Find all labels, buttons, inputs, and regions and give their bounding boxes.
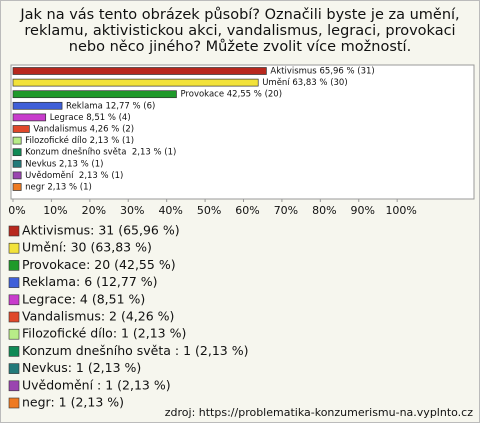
x-tick-label: 90%	[351, 204, 375, 217]
legend-swatch	[8, 225, 20, 237]
bar	[12, 171, 22, 180]
value-label: Uvědomění 2,13 % (1)	[25, 171, 123, 181]
chart-title: Jak na vás tento obrázek působí? Označil…	[20, 7, 460, 55]
legend-swatch	[8, 260, 20, 271]
value-label: Provokace 42,55 % (20)	[180, 90, 282, 100]
value-label: Konzum dnešního světa 2,13 % (1)	[25, 147, 176, 158]
legend-label: Aktivismus: 31 (65,96 %)	[22, 223, 180, 238]
legend-label: Umění: 30 (63,83 %)	[22, 240, 152, 255]
legend-swatch	[8, 328, 20, 340]
bar	[12, 125, 30, 133]
value-label: negr 2,13 % (1)	[25, 183, 92, 193]
legend-swatch	[8, 380, 20, 392]
bar	[12, 159, 22, 168]
x-tick-label: 30%	[120, 204, 144, 217]
legend-label: Uvědomění : 1 (2,13 %)	[22, 377, 171, 392]
x-tick-label: 70%	[274, 204, 298, 217]
legend-label: Reklama: 6 (12,77 %)	[22, 274, 158, 289]
bar	[12, 136, 22, 145]
bar	[12, 101, 63, 110]
x-tick-label: 50%	[197, 204, 221, 217]
bar	[12, 78, 259, 87]
source: zdroj: https://problematika-konzumerismu…	[165, 406, 473, 419]
x-tick-label: 80%	[312, 204, 336, 217]
x-tick-label: 10%	[43, 204, 67, 217]
x-tick-label: 100%	[385, 204, 416, 217]
legend-swatch	[8, 242, 20, 254]
legend-swatch	[8, 277, 20, 288]
legend-label: Provokace: 20 (42,55 %)	[22, 257, 176, 272]
bar	[12, 113, 47, 122]
legend-swatch	[8, 363, 20, 374]
value-label: Filozofické dílo 2,13 % (1)	[25, 135, 134, 146]
x-tick-label: 20%	[82, 204, 106, 217]
value-label: Legrace 8,51 % (4)	[50, 113, 131, 123]
legend-label: Legrace: 4 (8,51 %)	[22, 291, 145, 306]
legend-label: Nevkus: 1 (2,13 %)	[22, 360, 141, 375]
x-tick-label: 40%	[158, 204, 182, 217]
value-label: Umění 63,83 % (30)	[262, 78, 347, 88]
plot-area	[10, 64, 475, 200]
value-label: Reklama 12,77 % (6)	[66, 101, 155, 111]
legend-label: Filozofické dílo: 1 (2,13 %)	[22, 326, 186, 341]
value-label: Nevkus 2,13 % (1)	[25, 159, 103, 169]
legend-swatch	[8, 346, 20, 357]
legend-label: Vandalismus: 2 (4,26 %)	[22, 309, 174, 324]
value-label: Aktivismus 65,96 % (31)	[270, 67, 374, 77]
value-label: Vandalismus 4,26 % (2)	[33, 125, 134, 135]
bar	[12, 90, 177, 99]
legend-swatch	[8, 397, 20, 409]
bar	[12, 183, 22, 191]
bar	[12, 67, 267, 75]
legend-label: negr: 1 (2,13 %)	[22, 395, 124, 410]
legend-swatch	[8, 311, 20, 323]
bar	[12, 148, 22, 157]
x-tick-label: 60%	[235, 204, 259, 217]
legend-label: Konzum dnešního světa : 1 (2,13 %)	[22, 343, 248, 358]
legend-swatch	[8, 294, 20, 306]
x-tick-label: 0%	[8, 204, 25, 217]
